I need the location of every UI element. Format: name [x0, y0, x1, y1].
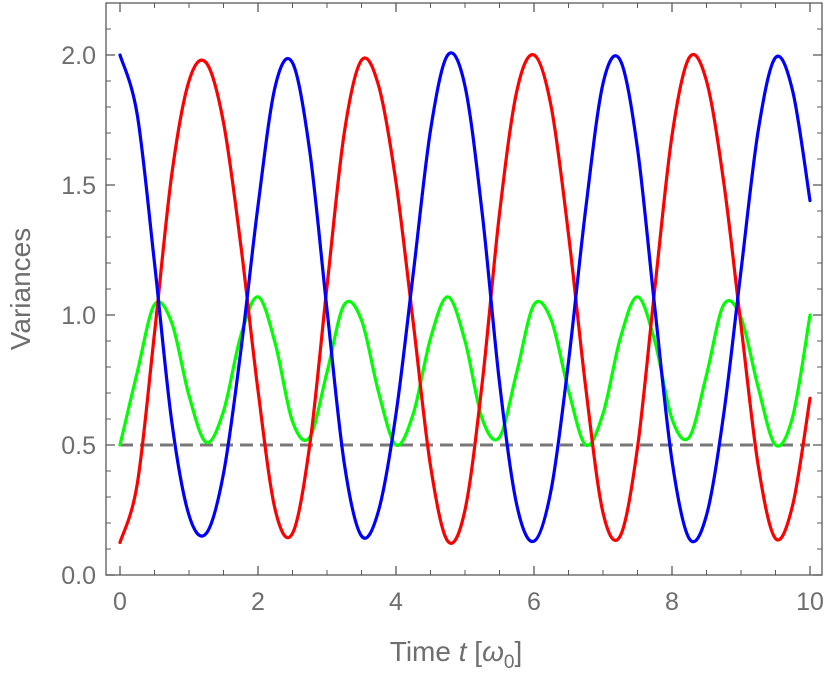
tick-layer: 0 2 4 6 8 10 0.0 0.5 1.0 1.5 2.0	[61, 3, 824, 616]
y-axis-title: Variances	[5, 228, 36, 350]
x-tick-label: 2	[251, 588, 265, 616]
series-line-2	[118, 52, 812, 545]
x-tick-label: 4	[389, 588, 403, 616]
series-layer	[118, 51, 812, 545]
series-line-3	[118, 295, 812, 448]
y-tick-label: 2.0	[61, 42, 96, 70]
series-line-1	[118, 51, 812, 544]
y-tick-label: 0.5	[61, 432, 96, 460]
x-title-bracket-open: [	[467, 636, 483, 667]
x-axis-title: Time t [ω0]	[390, 636, 522, 673]
x-tick-label: 6	[527, 588, 541, 616]
x-tick-label: 8	[665, 588, 679, 616]
x-title-variable: t	[459, 636, 468, 667]
x-title-prefix: Time	[390, 636, 459, 667]
x-title-subscript: 0	[504, 652, 515, 673]
y-tick-label: 0.0	[61, 562, 96, 590]
y-tick-label: 1.5	[61, 172, 96, 200]
x-tick-label: 0	[113, 588, 127, 616]
x-tick-label: 10	[796, 588, 824, 616]
y-tick-label: 1.0	[61, 302, 96, 330]
x-title-omega: ω	[482, 636, 504, 667]
x-title-bracket-close: ]	[514, 636, 522, 667]
